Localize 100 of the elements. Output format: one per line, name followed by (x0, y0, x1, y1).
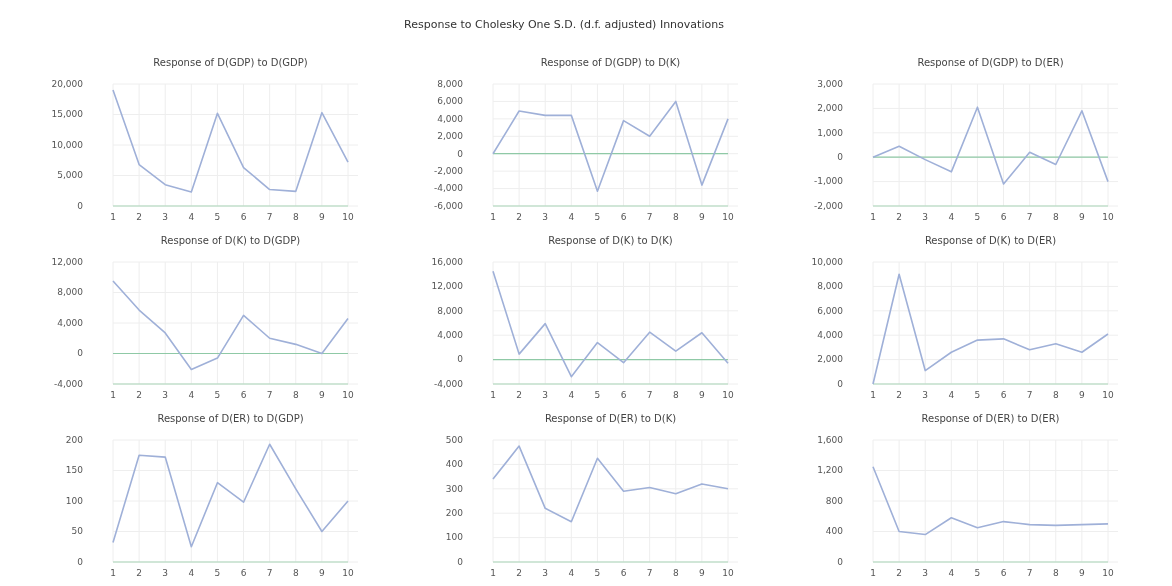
x-tick-label: 7 (646, 390, 653, 400)
y-tick-label: 200 (65, 434, 84, 445)
x-tick-label: 1 (110, 568, 116, 578)
x-tick-label: 10 (722, 212, 734, 222)
y-tick-label: 8,000 (437, 78, 464, 89)
y-tick-label: 0 (837, 378, 844, 389)
line-series (112, 443, 349, 548)
y-tick-label: 0 (837, 556, 844, 567)
y-tick-label: 500 (445, 434, 464, 445)
y-tick-label: -4,000 (53, 378, 84, 389)
x-tick-label: 6 (1000, 212, 1007, 222)
y-tick-label: 2,000 (817, 103, 844, 114)
x-tick-label: 2 (516, 212, 522, 222)
x-tick-label: 8 (672, 212, 679, 222)
line-series (492, 270, 729, 378)
x-tick-label: 5 (974, 568, 981, 578)
x-tick-label: 7 (1026, 568, 1033, 578)
y-tick-label: 1,000 (817, 127, 844, 138)
x-tick-label: 9 (699, 212, 706, 222)
x-tick-label: 2 (516, 568, 522, 578)
y-tick-label: 0 (457, 556, 464, 567)
chart-title: Response of D(ER) to D(GDP) (157, 413, 304, 424)
x-tick-label: 8 (292, 568, 299, 578)
y-tick-label: 50 (71, 526, 84, 537)
y-tick-label: -2,000 (813, 200, 844, 211)
y-tick-label: 0 (77, 200, 84, 211)
y-tick-label: 8,000 (437, 305, 464, 316)
chart-title: Response of D(GDP) to D(K) (540, 57, 681, 68)
line-series (872, 106, 1109, 185)
x-tick-label: 7 (1026, 212, 1033, 222)
x-tick-label: 7 (266, 390, 273, 400)
x-tick-label: 3 (542, 390, 549, 400)
x-tick-label: 3 (162, 390, 169, 400)
y-tick-label: -2,000 (433, 166, 464, 177)
line-series (112, 89, 349, 193)
y-tick-label: 6,000 (437, 96, 464, 107)
y-tick-label: 5,000 (57, 170, 84, 181)
x-tick-label: 1 (490, 568, 496, 578)
x-tick-label: 5 (214, 390, 221, 400)
x-tick-label: 2 (896, 212, 902, 222)
x-tick-label: 10 (722, 390, 734, 400)
x-tick-label: 8 (292, 212, 299, 222)
y-tick-label: 8,000 (817, 281, 844, 292)
y-tick-label: 150 (65, 465, 84, 476)
x-tick-label: 5 (214, 212, 221, 222)
x-tick-label: 5 (214, 568, 221, 578)
y-tick-label: 8,000 (57, 287, 84, 298)
x-tick-label: 5 (594, 212, 601, 222)
x-tick-label: 3 (922, 390, 929, 400)
x-tick-label: 10 (342, 212, 354, 222)
x-tick-label: 4 (948, 568, 955, 578)
x-tick-label: 10 (342, 390, 354, 400)
x-tick-label: 3 (162, 212, 169, 222)
y-tick-label: 10,000 (811, 256, 844, 267)
x-tick-label: 4 (188, 212, 195, 222)
x-tick-label: 6 (240, 568, 247, 578)
x-tick-label: 10 (1102, 212, 1114, 222)
x-tick-label: 3 (922, 568, 929, 578)
x-tick-label: 8 (292, 390, 299, 400)
chart-title: Response of D(GDP) to D(GDP) (153, 57, 308, 68)
y-tick-label: 0 (77, 556, 84, 567)
chart-title: Response of D(K) to D(GDP) (160, 235, 301, 246)
x-tick-label: 4 (188, 390, 195, 400)
x-tick-label: 1 (110, 390, 116, 400)
x-tick-label: 8 (1052, 212, 1059, 222)
y-tick-label: -1,000 (813, 176, 844, 187)
x-tick-label: 5 (594, 390, 601, 400)
y-tick-label: 2,000 (817, 354, 844, 365)
text: Response to Cholesky One S.D. (d.f. adjusted) Innovations (404, 18, 725, 31)
x-tick-label: 6 (620, 568, 627, 578)
line-series (872, 273, 1109, 385)
x-tick-label: 9 (319, 390, 326, 400)
x-tick-label: 1 (110, 212, 116, 222)
y-tick-label: 6,000 (817, 305, 844, 316)
x-tick-label: 1 (870, 390, 876, 400)
x-tick-label: 7 (1026, 390, 1033, 400)
chart-title: Response of D(ER) to D(ER) (921, 413, 1060, 424)
x-tick-label: 1 (870, 212, 876, 222)
line-series (872, 465, 1109, 536)
x-tick-label: 5 (974, 390, 981, 400)
y-tick-label: 800 (825, 495, 844, 506)
x-tick-label: 2 (896, 568, 902, 578)
x-tick-label: 2 (136, 212, 142, 222)
x-tick-label: 9 (1079, 390, 1086, 400)
y-tick-label: 15,000 (51, 109, 84, 120)
x-tick-label: 8 (1052, 568, 1059, 578)
y-tick-label: 16,000 (431, 256, 464, 267)
x-tick-label: 1 (490, 390, 496, 400)
x-tick-label: 5 (594, 568, 601, 578)
x-tick-label: 9 (699, 568, 706, 578)
x-tick-label: 6 (240, 390, 247, 400)
x-tick-label: 10 (1102, 390, 1114, 400)
x-tick-label: 6 (620, 212, 627, 222)
y-tick-label: 400 (825, 526, 844, 537)
x-tick-label: 1 (490, 212, 496, 222)
y-tick-label: 1,200 (817, 465, 844, 476)
x-tick-label: 7 (646, 568, 653, 578)
y-tick-label: 4,000 (437, 330, 464, 341)
x-tick-label: 8 (1052, 390, 1059, 400)
x-tick-label: 3 (542, 212, 549, 222)
